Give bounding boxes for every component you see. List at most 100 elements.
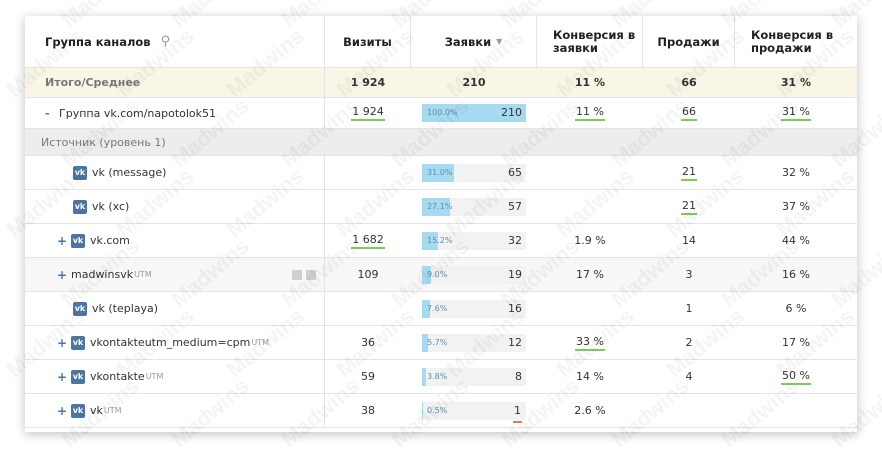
requests-bar-value: 19	[508, 267, 522, 281]
row-label-cell: + vk vkontakteutm_medium=cpm UTM	[25, 326, 325, 359]
table-row[interactable]: vk vk (message) 31.0% 65 21 32 %	[25, 156, 857, 190]
requests-bar-fill	[422, 197, 451, 216]
row-conv-req: 1.9 %	[574, 234, 606, 247]
requests-bar-fill	[422, 401, 424, 420]
row-conv-sales: 6 %	[785, 302, 807, 315]
group-label: Группа vk.com/napotolok51	[59, 106, 217, 120]
table-row[interactable]: + vk vkontakte UTM 59 3.8% 8 14 % 4 50 %	[25, 360, 857, 394]
group-channels-label: Группа каналов	[45, 34, 151, 49]
row-conv-sales: 16 %	[782, 268, 810, 281]
vk-icon: vk	[71, 403, 85, 418]
table-header: Группа каналов ⚲ Визиты Заявки ▼ Конверс…	[25, 16, 857, 68]
row-visits: 59	[361, 370, 375, 383]
requests-bar-pct: 100.0%	[427, 108, 458, 117]
row-sales: 4	[685, 370, 693, 383]
row-conv-req: 17 %	[576, 268, 604, 281]
requests-bar: 7.6% 16	[422, 299, 526, 318]
column-requests[interactable]: Заявки ▼	[411, 16, 537, 67]
requests-bar-value: 8	[515, 369, 522, 383]
row-label-cell: + vk vkontakte UTM	[25, 360, 325, 393]
utm-badge: UTM	[145, 372, 164, 381]
requests-bar-pct: 27.1%	[427, 201, 453, 211]
row-label: vk (message)	[92, 166, 167, 179]
requests-bar-pct: 7.6%	[427, 303, 448, 313]
row-label-cell: vk vk (xc)	[25, 190, 325, 223]
group-row[interactable]: - Группа vk.com/napotolok51 1 924 100.0%…	[25, 98, 857, 129]
expand-toggle[interactable]: +	[57, 267, 68, 282]
group-conv-req[interactable]: 11 %	[575, 105, 605, 121]
report-table: Группа каналов ⚲ Визиты Заявки ▼ Конверс…	[25, 16, 857, 432]
column-sales[interactable]: Продажи	[643, 16, 735, 67]
requests-bar-value: 57	[508, 199, 522, 213]
utm-badge: UTM	[134, 270, 152, 279]
row-label-cell: vk vk (message)	[25, 156, 325, 189]
total-requests: 210	[462, 76, 486, 89]
expand-toggle[interactable]: +	[57, 403, 68, 418]
mini-table-icon[interactable]	[292, 270, 302, 280]
total-label: Итого/Среднее	[25, 68, 325, 97]
table-row[interactable]: + madwinsvk UTM 109 9.0% 19 17 % 3 16 %	[25, 258, 857, 292]
row-conv-sales: 37 %	[782, 200, 810, 213]
row-label: vkontakte	[90, 370, 145, 383]
column-visits[interactable]: Визиты	[325, 16, 411, 67]
row-sales[interactable]: 21	[681, 199, 697, 215]
row-conv-req: 2.6 %	[574, 404, 606, 417]
row-label: vk.com	[90, 234, 130, 247]
row-label: vkontakteutm_medium=cpm	[90, 336, 251, 349]
row-visits[interactable]: 1 682	[351, 233, 385, 249]
row-label-cell: + madwinsvk UTM	[25, 258, 325, 291]
table-row[interactable]: vk vk (xc) 27.1% 57 21 37 %	[25, 190, 857, 224]
column-group-channels[interactable]: Группа каналов ⚲	[25, 16, 325, 67]
requests-bar: 100.0% 210	[422, 104, 526, 122]
vk-icon: vk	[73, 301, 87, 316]
row-conv-sales[interactable]: 50 %	[781, 369, 811, 385]
group-sales[interactable]: 66	[681, 105, 697, 121]
row-conv-req: 14 %	[576, 370, 604, 383]
requests-bar-value: 16	[508, 301, 522, 315]
requests-bar-pct: 0.5%	[427, 405, 448, 415]
requests-bar-pct: 15.2%	[427, 235, 453, 245]
column-conversion-requests[interactable]: Конверсия в заявки	[537, 16, 643, 67]
row-sales[interactable]: 21	[681, 165, 697, 181]
collapse-toggle[interactable]: -	[45, 106, 50, 120]
row-conv-req[interactable]: 33 %	[575, 335, 605, 351]
vk-icon: vk	[73, 165, 87, 180]
source-level-header: Источник (уровень 1)	[25, 129, 857, 156]
requests-bar-fill	[422, 231, 438, 250]
requests-bar-fill	[422, 333, 428, 352]
requests-bar-value: 1	[513, 402, 522, 423]
table-row[interactable]: vk vk (teplaya) 7.6% 16 1 6 %	[25, 292, 857, 326]
group-conv-sales[interactable]: 31 %	[781, 105, 811, 121]
column-conversion-sales[interactable]: Конверсия в продажи	[735, 16, 857, 67]
row-label: vk (xc)	[92, 200, 130, 213]
row-label-cell: + vk vk UTM	[25, 394, 325, 427]
utm-badge: UTM	[251, 338, 270, 347]
group-visits[interactable]: 1 924	[351, 105, 385, 121]
table-row[interactable]: + vk vk.com 1 682 15.2% 32 1.9 % 14 44 %	[25, 224, 857, 258]
mini-chart-icon[interactable]	[306, 270, 316, 280]
total-visits: 1 924	[350, 76, 386, 89]
requests-bar-pct: 31.0%	[427, 167, 453, 177]
requests-bar-fill	[422, 163, 455, 182]
requests-bar-pct: 5.7%	[427, 337, 448, 347]
expand-toggle[interactable]: +	[57, 369, 68, 384]
row-conv-sales: 32 %	[782, 166, 810, 179]
row-sales: 14	[682, 234, 696, 247]
table-row[interactable]: + vk vk UTM 38 0.5% 1 2.6 %	[25, 394, 857, 428]
search-icon[interactable]: ⚲	[160, 34, 171, 49]
expand-toggle[interactable]: +	[57, 233, 68, 248]
table-row[interactable]: + vk vkontakteutm_medium=cpm UTM 36 5.7% 12 33 …	[25, 326, 857, 360]
total-row: Итого/Среднее 1 924 210 11 % 66 31 %	[25, 68, 857, 98]
utm-badge: UTM	[103, 406, 122, 415]
total-sales: 66	[681, 76, 697, 89]
requests-bar-value: 32	[508, 233, 522, 247]
row-label-cell: + vk vk.com	[25, 224, 325, 257]
expand-toggle[interactable]: +	[57, 335, 68, 350]
conv-sales-header: Конверсия в продажи	[751, 27, 834, 55]
row-sales: 1	[685, 302, 693, 315]
total-conv-sales: 31 %	[780, 76, 812, 89]
sort-desc-icon[interactable]: ▼	[496, 37, 503, 46]
requests-bar: 5.7% 12	[422, 333, 526, 352]
requests-bar-value: 210	[501, 106, 522, 119]
vk-icon: vk	[71, 233, 85, 248]
